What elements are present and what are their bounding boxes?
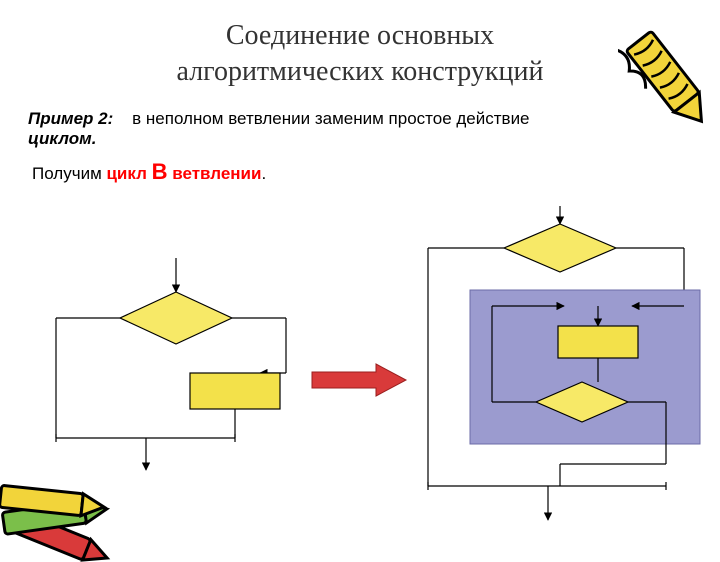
result-word1: цикл: [106, 164, 151, 183]
crayon-pile-icon: [0, 462, 140, 562]
result-prefix: Получим: [32, 164, 106, 183]
result-word2: ветвлении: [168, 164, 262, 183]
cycle-label: циклом.: [28, 129, 96, 148]
transform-arrow-icon: [306, 360, 416, 400]
result-line: Получим цикл В ветвлении.: [32, 159, 720, 185]
page-title: Соединение основных алгоритмических конс…: [0, 18, 720, 91]
title-line2: алгоритмических конструкций: [177, 56, 544, 87]
flowchart-right: [400, 206, 720, 536]
title-line1: Соединение основных: [226, 20, 494, 51]
crayon-icon: [618, 20, 720, 140]
result-big: В: [152, 159, 168, 184]
example-line: Пример 2: в неполном ветвлении заменим п…: [28, 109, 720, 149]
example-label: Пример 2:: [28, 109, 113, 128]
example-text: в неполном ветвлении заменим простое дей…: [132, 109, 529, 128]
result-period: .: [261, 164, 266, 183]
